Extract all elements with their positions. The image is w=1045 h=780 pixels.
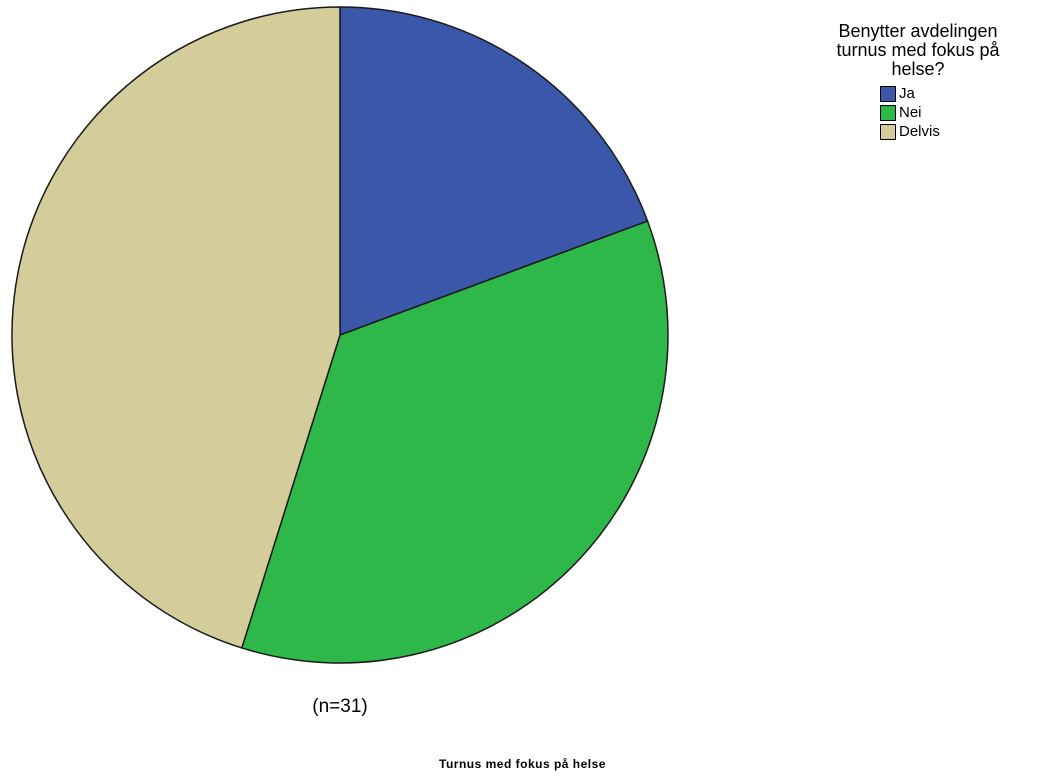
- legend-title: Benytter avdelingen turnus med fokus på …: [836, 21, 1000, 79]
- legend-swatch-ja: [880, 85, 896, 102]
- legend-label-delvis: Delvis: [899, 123, 940, 140]
- pie-chart: [11, 6, 669, 664]
- legend-item-delvis: Delvis: [880, 122, 1038, 141]
- sample-size-label: (n=31): [312, 696, 368, 717]
- legend: Benytter avdelingen turnus med fokus på …: [798, 22, 1038, 141]
- pie-slice-delvis: [11, 6, 341, 649]
- legend-swatch-nei: [880, 104, 896, 121]
- pie-slice-nei: [241, 220, 669, 664]
- pie-slice-ja: [339, 6, 649, 336]
- legend-label-nei: Nei: [899, 104, 922, 121]
- legend-swatch-delvis: [880, 123, 896, 140]
- chart-footer-title: Turnus med fokus på helse: [439, 757, 606, 771]
- legend-label-ja: Ja: [899, 85, 915, 102]
- legend-item-ja: Ja: [880, 84, 1038, 103]
- legend-item-nei: Nei: [880, 103, 1038, 122]
- legend-items: Ja Nei Delvis: [880, 84, 1038, 141]
